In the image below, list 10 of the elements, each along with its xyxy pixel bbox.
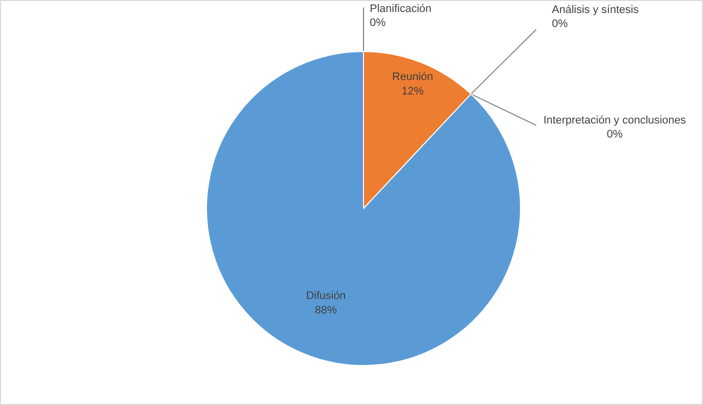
data-label: 12%	[402, 86, 424, 98]
text: 0%	[552, 18, 568, 30]
text: 0%	[370, 17, 386, 30]
slice-label: Reunión	[392, 71, 434, 84]
slice-label: Difusión	[306, 290, 346, 302]
data-label: 88%	[314, 304, 338, 317]
text: 0%	[606, 128, 623, 141]
category-label: Interpretación y conclusiones	[543, 114, 686, 126]
category-label: Planificación	[370, 2, 432, 15]
category-label: Análisis y síntesis	[552, 4, 639, 16]
